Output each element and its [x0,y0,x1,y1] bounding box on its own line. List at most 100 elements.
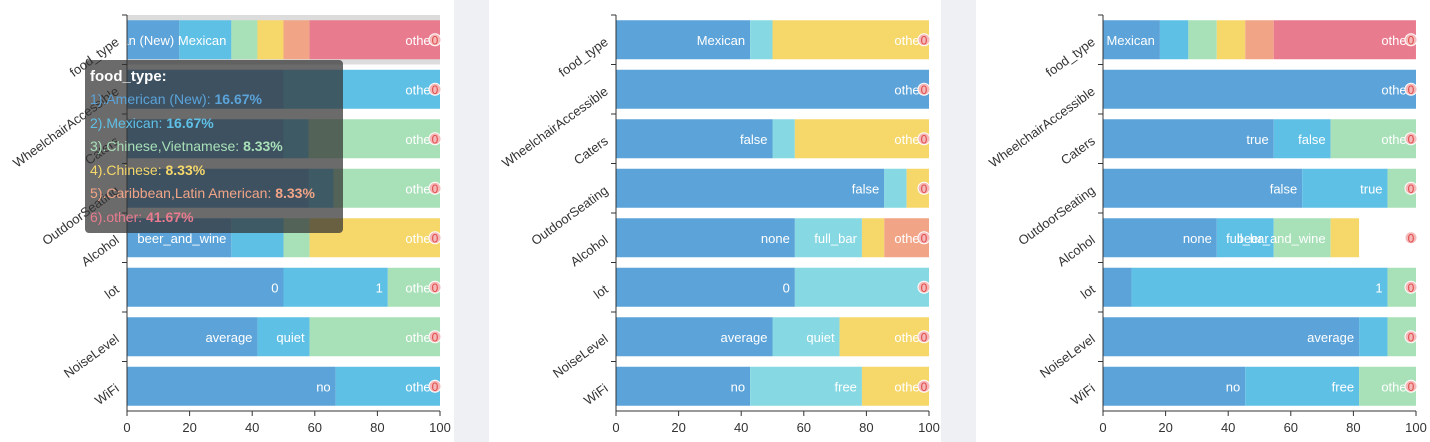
bar-segment [1103,69,1416,109]
x-tick-label: 0 [612,420,619,435]
y-tick-label: food_type [556,34,611,80]
marker-circle [428,132,442,146]
marker-circle [917,231,931,245]
bar-segment [127,267,284,307]
bar-segment [1103,317,1360,357]
marker-circle [428,231,442,245]
marker-label: 0 [1408,380,1415,394]
bar-segment [772,317,840,357]
bar-segment [257,20,284,60]
marker-circle [917,379,931,393]
marker-label: 0 [921,281,928,295]
stacked-bar-chart-3: Mexican other0food_typeother0WheelchairAc… [986,14,1427,435]
marker-label: 0 [432,380,439,394]
y-tick-label: WiFi [581,380,611,407]
marker-label: 0 [1408,33,1415,47]
data-label: full_bar [1226,231,1269,246]
tooltip-item-index: 3) [90,138,103,154]
data-label: other [1381,132,1411,147]
bar-segment [179,20,232,60]
bar-segment [1103,168,1303,208]
marker-circle [917,82,931,96]
data-label: Mexican [178,33,226,48]
bar-segment [861,218,885,258]
data-label: average [721,330,768,345]
bar-segment [1359,317,1388,357]
x-tick-label: 20 [671,420,685,435]
tooltip-item: 2).Mexican: 16.67% [90,112,343,136]
x-tick-label: 20 [182,420,196,435]
x-tick-label: 80 [859,420,873,435]
data-label: other [405,280,435,295]
data-label: other [894,33,924,48]
bar-segment [794,218,862,258]
marker-label: 0 [1408,83,1415,97]
bar-segment [750,366,862,406]
data-label: false [852,181,879,196]
data-label: average [1307,330,1354,345]
y-tick-label: Caters [571,133,611,168]
bar-segment [309,317,441,357]
bar-segment [1273,218,1331,258]
bar-segment [1273,119,1331,159]
bar-segment [884,168,907,208]
bar-segment [750,20,773,60]
bar-segment [283,20,310,60]
x-tick-label: 60 [1284,420,1298,435]
data-label: full_bar [814,231,857,246]
data-label: true [1246,132,1268,147]
marker-label: 0 [432,83,439,97]
tooltip-item-name: .American (New): [102,91,215,107]
x-tick-label: 0 [123,420,130,435]
y-tick-label: Caters [1058,133,1098,168]
x-tick-label: 100 [429,420,451,435]
data-label: no [1226,379,1240,394]
data-label: true [1360,181,1382,196]
marker-circle [1404,33,1418,47]
marker-label: 0 [921,182,928,196]
marker-circle [1404,82,1418,96]
tooltip-item-name: .Caribbean,Latin American: [102,185,276,201]
marker-circle [1404,379,1418,393]
data-label: other [1381,82,1411,97]
data-label: other [1381,33,1411,48]
tooltip-item-name: .Chinese,Vietnamese: [102,138,244,154]
marker-label: 0 [1408,281,1415,295]
tooltip-item: 1).American (New): 16.67% [90,88,343,112]
data-label: other [405,379,435,394]
marker-circle [917,181,931,195]
tooltip-item-index: 2) [90,114,103,131]
marker-label: 0 [1408,231,1415,245]
bar-segment [333,168,440,208]
bar-segment [1188,20,1217,60]
tooltip-item-index: 5) [90,185,103,201]
tooltip-item-index: 4) [90,161,103,178]
marker-label: 0 [432,281,439,295]
tooltip-item-name: .other: [102,208,147,225]
tooltip-item: 5).Caribbean,Latin American: 8.33% [90,182,343,206]
marker-label: 0 [921,231,928,245]
data-label: quiet [276,330,305,345]
x-tick-label: 100 [918,420,940,435]
bar-segment [839,317,929,357]
data-label: quiet [806,330,835,345]
bar-segment [1245,366,1360,406]
bar-segment [309,20,440,60]
marker-label: 0 [1408,132,1415,146]
y-tick-label: NoiseLevel [1037,331,1098,381]
data-label: other [405,231,435,246]
marker-label: 0 [1408,330,1415,344]
data-label: Mexican [1106,33,1154,48]
y-tick-label: WiFi [1068,380,1098,407]
marker-circle [917,330,931,344]
bar-segment [794,267,929,307]
x-tick-label: 20 [1158,420,1172,435]
marker-circle [428,379,442,393]
bar-segment [127,20,180,60]
bar-segment [616,366,751,406]
marker-circle [917,33,931,47]
y-tick-label: WiFi [92,380,122,407]
tooltip-item-value: 8.33% [165,161,206,178]
data-label: average [205,330,252,345]
data-label: 0 [271,280,278,295]
